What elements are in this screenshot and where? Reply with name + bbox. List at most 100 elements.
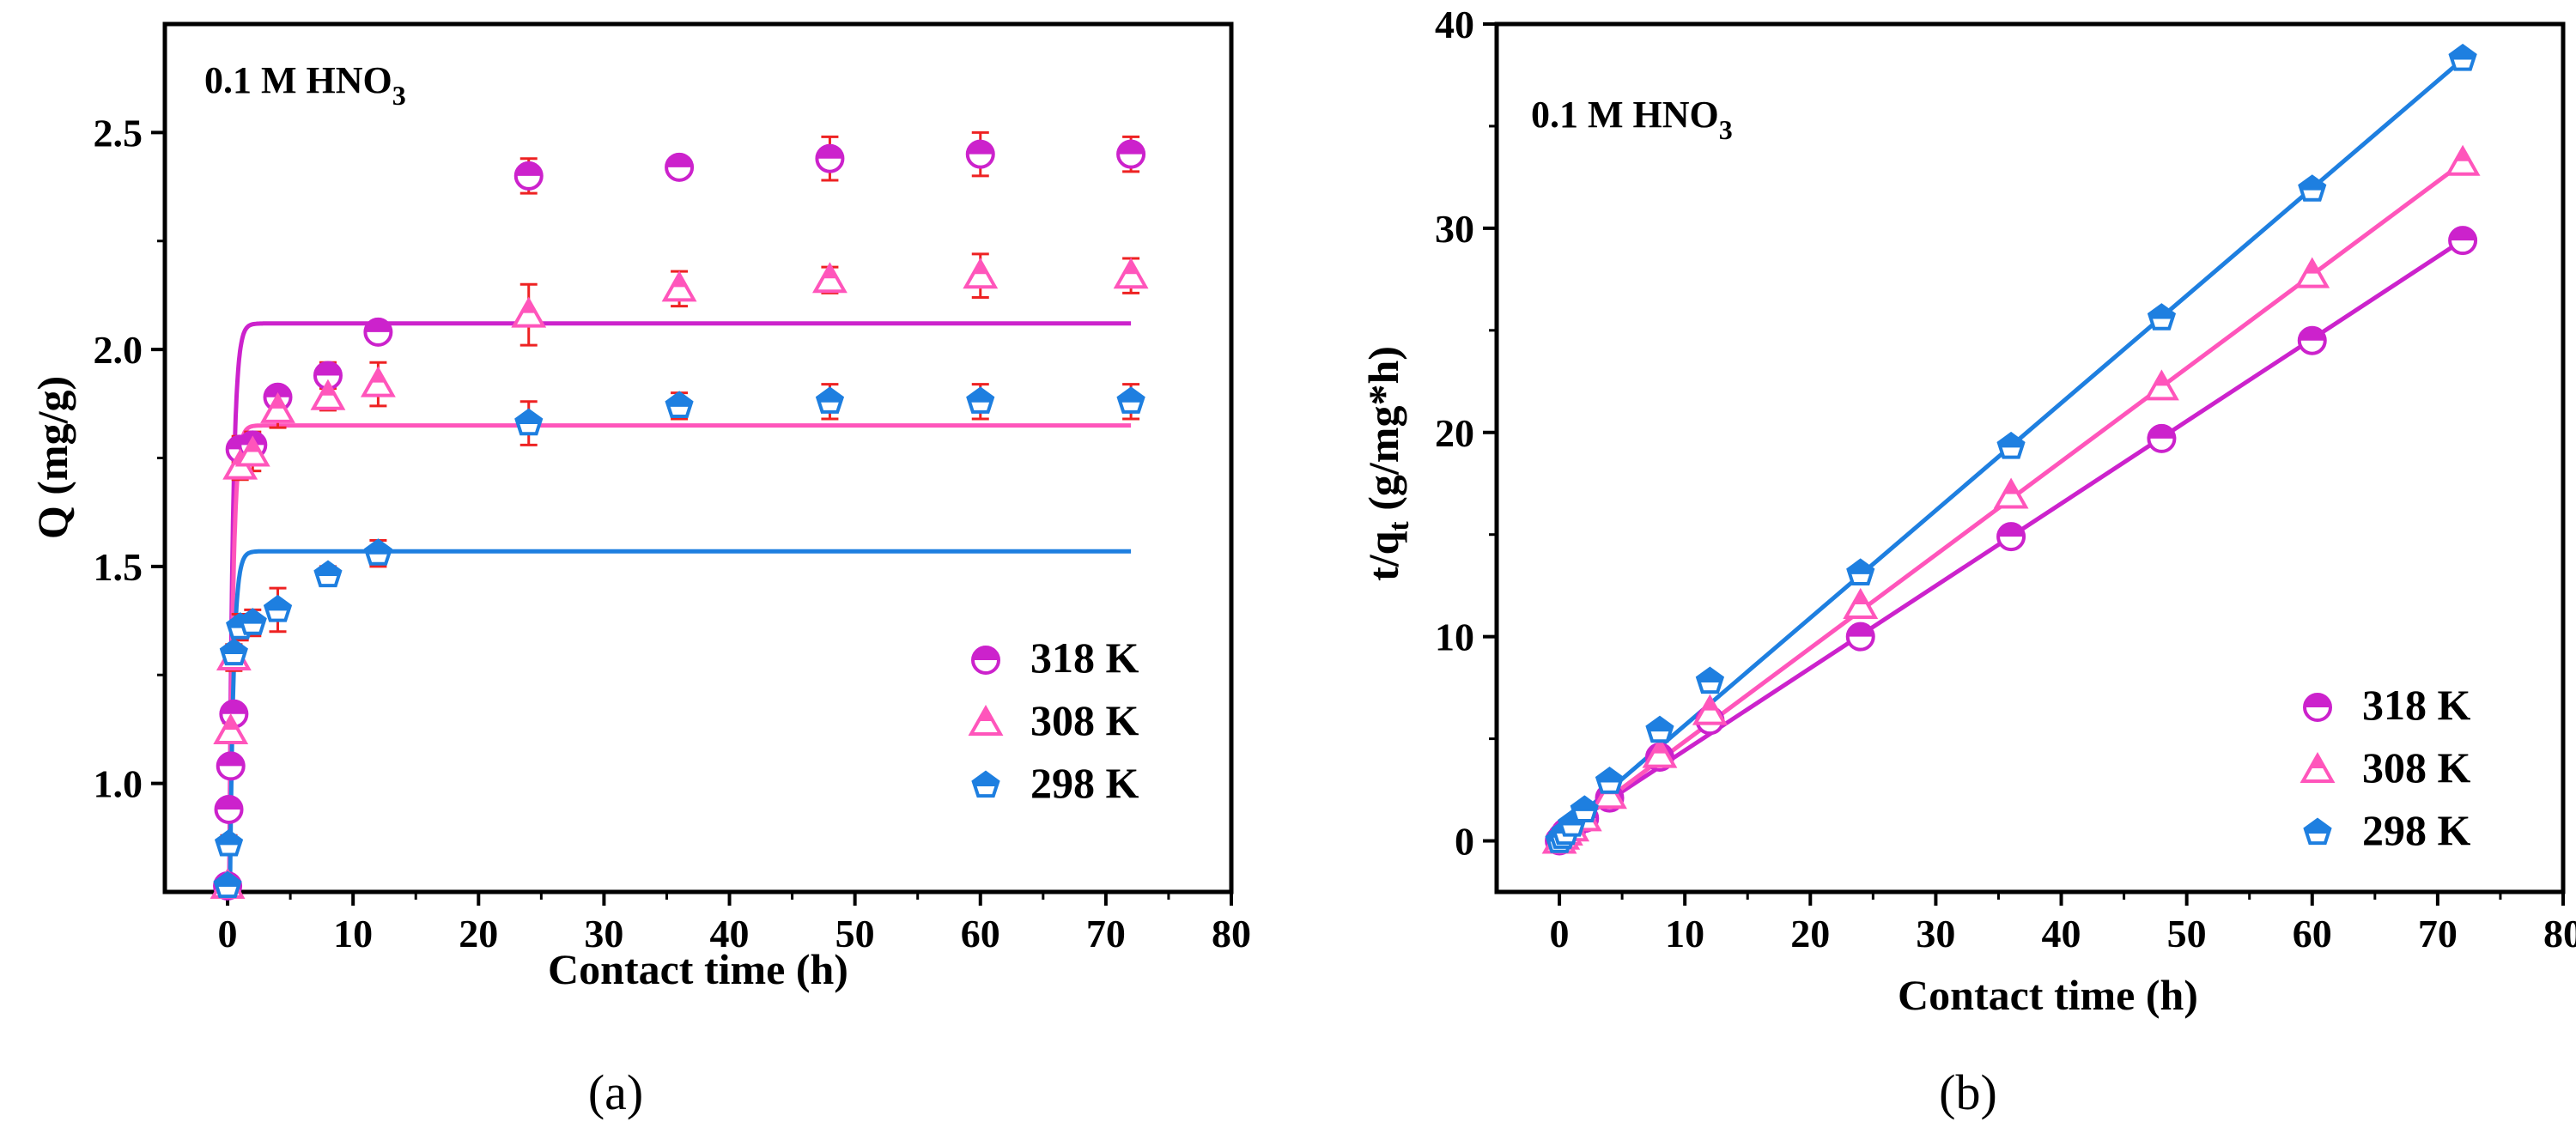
panel-b-point-318k xyxy=(2297,325,2327,355)
panel-b-x-tick-label: 30 xyxy=(1916,912,1955,955)
panel-a-point-318k xyxy=(313,361,343,391)
panel-b-x-tick-label: 0 xyxy=(1550,912,1570,955)
panel-b-x-tick-label: 70 xyxy=(2418,912,2458,955)
panel-a-x-tick-label: 80 xyxy=(1212,912,1251,955)
panel-b-y-tick-label: 10 xyxy=(1435,616,1474,659)
panel-b-legend: 318 K 308 K 298 K xyxy=(2300,681,2471,854)
panel-b-y-tick-label: 0 xyxy=(1455,820,1474,864)
panel-a-legend: 318 K 308 K 298 K xyxy=(968,634,1139,807)
panel-a-y-tick-label: 2.5 xyxy=(94,111,143,155)
panel-b-point-298k xyxy=(1846,558,1875,585)
panel-a-point-308k xyxy=(360,366,396,397)
panel-a-point-298k xyxy=(213,870,242,899)
panel-b-point-308k xyxy=(1642,737,1678,768)
panel-b-point-298k xyxy=(2298,174,2327,202)
panel-b-x-tick-label: 60 xyxy=(2293,912,2332,955)
panel-a-fit-line-298k xyxy=(228,549,1132,892)
panel-a-point-318k xyxy=(815,143,845,173)
panel-a-point-298k xyxy=(313,560,343,588)
panel-b-x-tick-label: 40 xyxy=(2042,912,2081,955)
panel-b-point-318k xyxy=(1845,622,1875,652)
panel-b-point-298k xyxy=(1570,795,1599,822)
panel-a-point-308k xyxy=(811,262,848,294)
panel-a-x-tick-label: 50 xyxy=(835,912,875,955)
panel-a-point-298k xyxy=(363,538,393,566)
panel-a-point-308k xyxy=(1113,258,1149,289)
panel-a-point-318k xyxy=(1116,139,1146,169)
panel-a-x-tick-label: 60 xyxy=(961,912,1000,955)
panel-a-point-318k xyxy=(214,794,244,824)
panel-b-point-298k xyxy=(1595,767,1625,794)
panel-a-x-tick-label: 30 xyxy=(584,912,623,955)
panel-a-legend-label: 318 K xyxy=(1030,634,1139,682)
panel-b-legend-marker-298k xyxy=(2303,817,2332,846)
panel-a-point-298k xyxy=(238,608,267,635)
panel-a-y-tick-label: 2.0 xyxy=(94,328,143,372)
panel-a-y-axis-title: Q (mg/g) xyxy=(28,376,76,539)
panel-a-x-tick-label: 70 xyxy=(1086,912,1126,955)
panel-b-point-308k xyxy=(1993,477,2029,509)
panel-a-point-318k xyxy=(363,317,393,347)
panel-a-point-318k xyxy=(216,751,246,781)
panel-b-legend-label: 308 K xyxy=(2362,743,2471,791)
panel-a-point-298k xyxy=(214,828,244,857)
panel-a: 0 10 20 30 40 50 60 70 80 1.0 1.5 2.0 2.5 0.1 M HNO… xyxy=(28,21,1251,1120)
panel-a-point-298k xyxy=(263,594,293,622)
panel-b-point-298k xyxy=(1996,431,2026,459)
panel-b-y-axis-title: t/qt (g/mg*h) xyxy=(1359,346,1415,581)
panel-a-point-318k xyxy=(665,152,695,182)
panel-a-legend-marker-298k xyxy=(971,770,1000,798)
panel-a-legend-marker-308k xyxy=(968,704,1004,736)
panel-b-legend-label: 298 K xyxy=(2362,806,2471,854)
panel-b-point-318k xyxy=(2147,423,2177,453)
panel-b-legend-marker-308k xyxy=(2300,751,2336,783)
panel-a-point-298k xyxy=(219,638,248,666)
panel-b-x-tick-label: 80 xyxy=(2543,912,2576,955)
panel-b-point-298k xyxy=(2147,303,2177,330)
panel-a-point-308k xyxy=(234,435,270,467)
panel-b-legend-label: 318 K xyxy=(2362,681,2471,729)
panel-a-y-tick-label: 1.0 xyxy=(94,762,143,806)
panel-a-x-tick-label: 10 xyxy=(333,912,373,955)
panel-a-point-308k xyxy=(511,296,547,328)
panel-a-legend-label: 298 K xyxy=(1030,759,1139,807)
panel-b-x-axis-title: Contact time (h) xyxy=(1898,971,2198,1019)
panel-b-x-tick-label: 50 xyxy=(2167,912,2207,955)
panel-a-x-tick-label: 20 xyxy=(459,912,498,955)
panel-a-fit-line-308k xyxy=(227,423,1132,892)
panel-a-x-tick-label: 40 xyxy=(710,912,750,955)
panel-a-point-308k xyxy=(310,379,346,410)
panel-a-fit-line-318k xyxy=(227,321,1132,892)
panel-a-point-298k xyxy=(1116,386,1145,414)
panel-a-point-298k xyxy=(514,408,544,436)
panel-a-point-308k xyxy=(963,258,999,289)
panel-a-point-308k xyxy=(260,391,295,423)
panel-b-x-tick-label: 20 xyxy=(1790,912,1830,955)
panel-a-point-298k xyxy=(966,386,995,414)
panel-a-x-axis-title: Contact time (h) xyxy=(548,945,848,993)
panel-a-point-308k xyxy=(213,713,249,744)
panel-a-label: (a) xyxy=(588,1064,643,1120)
panel-a-point-308k xyxy=(661,270,697,302)
panel-b-label: (b) xyxy=(1939,1064,1997,1120)
panel-b-x-tick-label: 10 xyxy=(1665,912,1704,955)
panel-a-point-318k xyxy=(513,161,544,191)
panel-a-x-tick-label: 0 xyxy=(218,912,238,955)
panel-b-y-tick-label: 30 xyxy=(1435,207,1474,251)
panel-b-point-308k xyxy=(2445,144,2481,176)
panel-a-y-tick-label: 1.5 xyxy=(94,545,143,589)
panel-b-y-tick-label: 20 xyxy=(1435,411,1474,455)
panel-a-legend-label: 308 K xyxy=(1030,696,1139,744)
panel-a-annotation: 0.1 M HNO3 xyxy=(204,59,406,111)
panel-b-point-308k xyxy=(1692,694,1728,725)
panel-b-y-tick-label: 40 xyxy=(1435,3,1474,46)
panel-b-point-308k xyxy=(2143,369,2179,401)
panel-b: 0 10 20 30 40 50 60 70 80 0 10 20 30 40 0.1 M HNO3 3… xyxy=(1359,3,2576,1120)
panel-b-point-318k xyxy=(1996,522,2026,552)
panel-b-plot-frame xyxy=(1494,21,2566,894)
panel-b-point-308k xyxy=(1843,587,1879,619)
panel-b-legend-marker-318k xyxy=(2303,693,2332,722)
panel-a-point-298k xyxy=(665,391,694,418)
panel-a-point-298k xyxy=(815,386,845,414)
